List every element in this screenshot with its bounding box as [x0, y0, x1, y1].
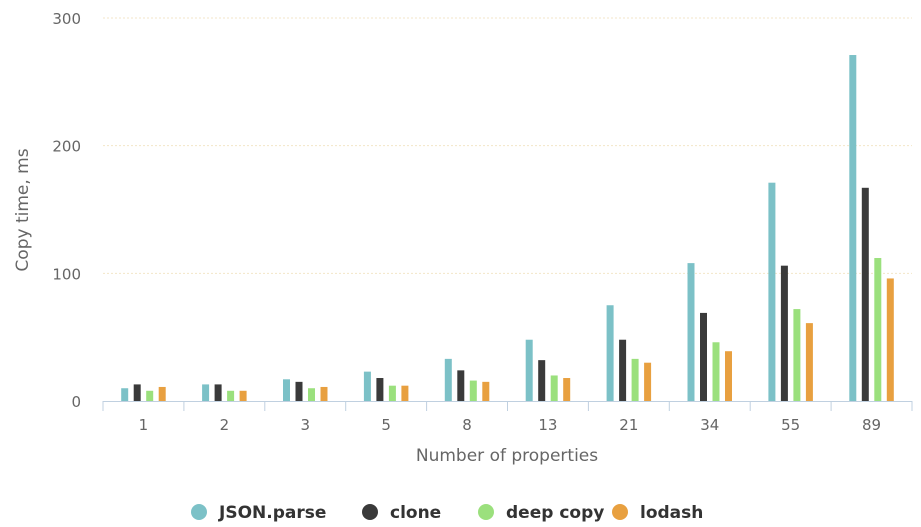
legend-label: clone — [390, 503, 441, 523]
bar-deep-copy-21[interactable] — [631, 358, 639, 401]
bar-deep-copy-13[interactable] — [550, 375, 558, 401]
bar-json-parse-13[interactable] — [525, 339, 533, 401]
legend[interactable]: JSON.parse clone deep copy lodash — [191, 503, 703, 523]
bar-deep-copy-3[interactable] — [308, 388, 315, 401]
bar-deep-copy-89[interactable] — [874, 258, 882, 401]
bar-json-parse-55[interactable] — [768, 182, 776, 401]
legend-item-clone[interactable]: clone — [362, 503, 441, 523]
bar-json-parse-89[interactable] — [849, 55, 857, 401]
x-tick-label: 21 — [619, 416, 638, 434]
legend-label: JSON.parse — [218, 503, 326, 523]
bar-lodash-1[interactable] — [158, 386, 166, 401]
grid-lines — [103, 17, 912, 274]
legend-marker — [191, 504, 207, 520]
y-tick-label: 200 — [52, 138, 81, 156]
bar-lodash-3[interactable] — [320, 386, 328, 401]
legend-marker — [362, 504, 378, 520]
bar-clone-13[interactable] — [538, 360, 546, 401]
bar-deep-copy-34[interactable] — [712, 342, 720, 401]
x-tick-label: 89 — [862, 416, 881, 434]
x-tick-label: 3 — [300, 416, 310, 434]
legend-item-json-parse[interactable]: JSON.parse — [191, 503, 326, 523]
legend-label: deep copy — [506, 503, 604, 523]
y-axis-ticks: 0 100 200 300 — [52, 10, 81, 411]
x-tick-label: 2 — [220, 416, 230, 434]
bar-clone-55[interactable] — [780, 265, 788, 401]
x-tick-label: 8 — [462, 416, 472, 434]
bar-clone-2[interactable] — [214, 384, 222, 401]
bar-deep-copy-8[interactable] — [469, 380, 477, 401]
legend-item-deep-copy[interactable]: deep copy — [478, 503, 604, 523]
bar-deep-copy-5[interactable] — [388, 385, 396, 401]
bar-json-parse-3[interactable] — [283, 379, 290, 401]
bar-lodash-8[interactable] — [482, 381, 490, 401]
x-tick-label: 55 — [781, 416, 800, 434]
x-tick-label: 1 — [139, 416, 149, 434]
x-tick-label: 13 — [538, 416, 557, 434]
x-axis-title: Number of properties — [416, 446, 598, 466]
bar-clone-5[interactable] — [376, 378, 384, 401]
y-tick-label: 100 — [52, 265, 81, 283]
x-axis-ticks: 1 2 3 5 8 13 21 34 55 89 — [139, 416, 881, 434]
bar-lodash-2[interactable] — [239, 390, 247, 401]
bar-json-parse-2[interactable] — [202, 384, 210, 401]
x-axis — [102, 401, 913, 411]
bar-lodash-55[interactable] — [805, 323, 813, 401]
bar-json-parse-5[interactable] — [363, 371, 371, 401]
bar-json-parse-1[interactable] — [121, 388, 129, 401]
bar-json-parse-8[interactable] — [444, 358, 452, 401]
legend-marker — [478, 504, 494, 520]
bar-deep-copy-55[interactable] — [793, 309, 801, 401]
bar-deep-copy-1[interactable] — [146, 390, 154, 401]
legend-marker — [612, 504, 628, 520]
y-tick-label: 300 — [52, 10, 81, 28]
bar-json-parse-21[interactable] — [606, 305, 614, 401]
x-tick-label: 34 — [700, 416, 719, 434]
bar-clone-89[interactable] — [861, 187, 869, 401]
bar-clone-3[interactable] — [295, 381, 303, 401]
bar-lodash-13[interactable] — [563, 378, 571, 401]
y-tick-label: 0 — [71, 393, 81, 411]
bar-json-parse-34[interactable] — [687, 263, 695, 401]
bar-lodash-89[interactable] — [886, 278, 894, 401]
bar-lodash-21[interactable] — [644, 362, 652, 401]
bar-clone-21[interactable] — [619, 339, 627, 401]
bar-clone-1[interactable] — [133, 384, 141, 401]
bars — [121, 55, 894, 401]
y-axis-title: Copy time, ms — [13, 148, 33, 271]
x-tick-label: 5 — [381, 416, 391, 434]
legend-item-lodash[interactable]: lodash — [612, 503, 703, 523]
bar-deep-copy-2[interactable] — [227, 390, 235, 401]
bar-clone-34[interactable] — [700, 312, 707, 401]
bar-clone-8[interactable] — [457, 370, 465, 401]
legend-label: lodash — [640, 503, 703, 523]
bar-lodash-5[interactable] — [401, 385, 409, 401]
bar-lodash-34[interactable] — [725, 351, 732, 401]
